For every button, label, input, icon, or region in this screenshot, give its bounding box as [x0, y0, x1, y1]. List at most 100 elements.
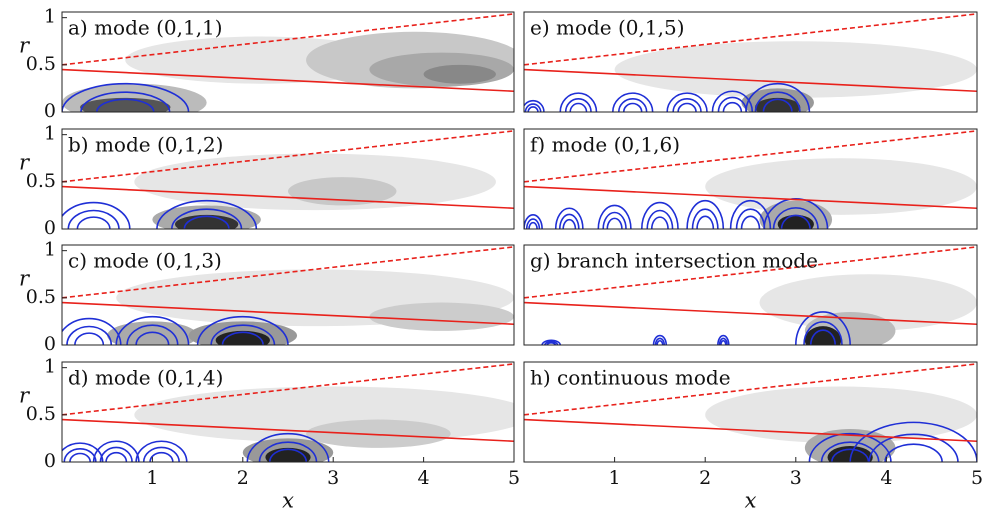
y-tick-label: 0 [44, 450, 56, 472]
solid-line [524, 301, 977, 326]
panel-title: g) branch intersection mode [530, 249, 818, 273]
x-tick-label: 4 [418, 467, 430, 489]
contour-line [258, 441, 318, 462]
y-axis-label: r [19, 267, 31, 291]
y-tick-label: 0.5 [26, 170, 56, 192]
contour-line [831, 448, 870, 462]
axes-frame [523, 11, 978, 113]
contour-line [722, 101, 743, 112]
panel-title: c) mode (0,1,3) [68, 249, 222, 273]
contour-line [99, 446, 133, 462]
field-shade [265, 447, 311, 462]
contour-line [559, 92, 598, 112]
x-tick-label: 4 [880, 467, 892, 489]
contour-line [156, 199, 258, 229]
field-shade [215, 330, 270, 345]
solid-line [524, 68, 977, 93]
x-axis-label: x [745, 489, 757, 508]
field-shade [614, 41, 977, 98]
contour-line [528, 221, 538, 229]
contour-line [246, 432, 330, 462]
field-shade [804, 428, 896, 462]
x-axis-label: x [282, 489, 294, 508]
plot-area [524, 363, 977, 462]
plot-area [524, 246, 977, 345]
field-shade [705, 386, 977, 444]
plot-area [62, 13, 514, 112]
contour-line [135, 331, 170, 345]
contour-line [686, 199, 725, 229]
y-axis-label: r [19, 384, 31, 408]
panel-title: a) mode (0,1,1) [68, 16, 223, 40]
y-tick-label: 0.5 [26, 403, 56, 425]
dashed-line [524, 246, 977, 299]
contour-line [541, 339, 562, 345]
panel-title: b) mode (0,1,2) [68, 133, 223, 157]
contour-line [711, 90, 754, 112]
contour-line [268, 448, 308, 462]
x-tick-label: 5 [971, 467, 983, 489]
contour-line [74, 332, 105, 345]
y-tick-label: 0.5 [26, 53, 56, 75]
panel: h) continuous mode 1 2 3 4 5 x [523, 361, 983, 508]
panel: d) mode (0,1,4) 0 0.5 1 1 2 3 4 5 r x [19, 356, 520, 508]
contour-line [62, 442, 104, 462]
contour-line [762, 98, 793, 112]
x-tick-label: 1 [146, 467, 158, 489]
axes-frame [61, 128, 515, 230]
contour-line [597, 204, 632, 229]
contour-line [717, 334, 730, 345]
y-axis-label: r [19, 34, 31, 58]
x-tick-label: 1 [609, 467, 621, 489]
contour-line [809, 329, 837, 345]
field-shade [755, 97, 801, 112]
contour-line [666, 92, 708, 112]
axes-frame [523, 128, 978, 230]
contour-line [115, 315, 190, 345]
field-shade [804, 326, 842, 345]
y-tick-label: 0.5 [26, 286, 56, 308]
x-tick-label: 5 [508, 467, 520, 489]
y-tick-label: 0 [44, 217, 56, 239]
x-tick-label: 3 [327, 467, 339, 489]
plot-area [524, 130, 977, 229]
dashed-line [62, 363, 514, 416]
field-shade [827, 445, 873, 462]
y-tick-label: 1 [44, 6, 56, 28]
solid-line [524, 185, 977, 210]
field-shade [107, 321, 198, 345]
axes-frame [523, 361, 978, 463]
solid-line [62, 301, 514, 326]
solid-line [62, 418, 514, 443]
panel-title: e) mode (0,1,5) [530, 16, 685, 40]
contour-line [602, 211, 627, 229]
y-tick-label: 0 [44, 333, 56, 355]
contour-line [868, 433, 959, 462]
field-shade [175, 214, 239, 229]
y-tick-label: 0 [44, 100, 56, 122]
axes-frame [61, 11, 515, 113]
panel: a) mode (0,1,1) 0 0.5 1r [19, 6, 515, 122]
contour-line [221, 331, 264, 345]
contour-line [611, 92, 654, 112]
contour-line [720, 339, 727, 345]
y-tick-label: 1 [44, 356, 56, 378]
contour-line [654, 337, 666, 345]
y-axis-label: r [19, 151, 31, 175]
axes-frame [61, 361, 515, 463]
contour-line [795, 311, 851, 345]
field-shade [80, 97, 171, 112]
dashed-line [524, 13, 977, 66]
panel: c) mode (0,1,3) 0 0.5 1r [19, 239, 515, 355]
contour-line [527, 106, 539, 112]
panel: e) mode (0,1,5) [523, 11, 978, 113]
dashed-line [524, 130, 977, 183]
plot-area [62, 246, 514, 345]
plot-area [524, 13, 977, 112]
x-tick-label: 3 [790, 467, 802, 489]
contour-line [96, 98, 155, 112]
contour-line [196, 315, 289, 345]
panel-title: d) mode (0,1,4) [68, 366, 223, 390]
panel-title: h) continuous mode [530, 366, 731, 390]
